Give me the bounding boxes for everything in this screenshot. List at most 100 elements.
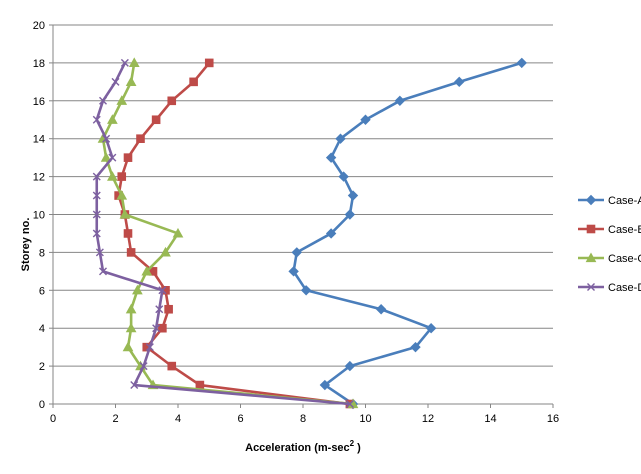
y-axis-title: Storey no. [20,218,32,272]
x-marker-stroke [95,248,104,257]
x-axis-title-main: Acceleration (m-sec [245,442,350,454]
legend-item-case-d: Case-D [578,282,641,294]
x-marker-stroke [130,381,139,390]
data-point-case-a [394,95,406,107]
x-tick-label: 16 [547,413,559,425]
x-marker-stroke [158,286,167,295]
x-tick-label: 12 [422,413,434,425]
data-point-case-d [111,77,120,86]
legend-label: Case-D [608,282,641,294]
data-point-case-d [99,96,107,105]
data-point-case-d [92,229,101,238]
x-marker-stroke [587,283,595,291]
data-point-case-d [345,400,354,408]
series-case-c [97,57,359,409]
data-point-case-c [132,284,143,295]
x-tick-label: 8 [300,413,306,425]
data-point-case-b [136,134,145,143]
x-tick-label: 2 [112,413,118,425]
data-point-case-c [125,303,137,314]
legend-marker [586,224,596,234]
data-point-case-c [119,208,131,219]
x-marker-stroke [111,77,120,86]
x-marker-stroke [155,305,164,314]
y-tick-label: 6 [39,285,45,297]
x-marker-stroke [92,115,101,124]
data-point-case-a [516,57,527,69]
data-point-case-b [164,304,173,314]
y-tick-label: 10 [33,210,45,222]
data-point-case-d [145,343,154,352]
x-marker-stroke [92,229,101,238]
data-point-case-c [116,190,128,200]
data-point-case-c [128,57,140,67]
x-axis-title: Acceleration (m-sec2 ) [245,439,361,454]
legend-marker [585,252,597,263]
legend-label: Case-B [608,224,641,236]
legend: Case-A Case-B Case-C Case-D [578,194,641,294]
y-tick-label: 4 [39,323,45,335]
axes: 0 2 4 6 8 10 12 14 16 18 20 0 2 4 6 8 10 12 14 16 Accelerati… [20,20,559,454]
data-point-case-d [139,362,148,371]
x-marker-stroke [139,362,148,371]
legend-item-case-a: Case-A [578,194,641,207]
x-marker-stroke [92,191,101,200]
data-point-case-a [325,228,337,239]
data-point-case-b [204,58,214,68]
data-point-case-d [130,381,139,390]
y-tick-label: 2 [39,361,45,373]
y-tick-label: 12 [33,172,45,184]
data-point-case-c [125,322,137,333]
series-line-case-c [101,62,354,406]
data-point-case-a [344,360,356,372]
data-point-case-a [344,209,356,220]
data-point-case-b [189,77,198,87]
data-point-case-b [195,380,205,390]
data-point-case-b [117,172,127,181]
data-point-case-c [107,114,118,124]
data-point-case-d [155,305,164,314]
data-point-case-c [160,246,171,257]
data-point-case-a [325,152,337,163]
x-tick-label: 0 [50,413,56,425]
x-tick-label: 4 [175,413,181,425]
data-point-case-d [99,267,107,276]
y-tick-label: 14 [33,134,45,146]
data-point-case-a [288,266,299,277]
x-marker-stroke [345,400,354,408]
x-marker-stroke [152,324,161,333]
data-point-case-d [158,286,167,295]
y-tick-label: 8 [39,247,45,259]
data-point-case-a [319,379,331,391]
x-tick-label: 14 [484,413,496,425]
data-point-case-d [92,191,101,200]
data-point-case-d [95,248,104,257]
data-point-case-a [410,341,421,353]
series-area [92,57,527,410]
data-point-case-a [338,171,349,182]
data-point-case-d [92,210,101,219]
x-marker-stroke [102,134,111,143]
legend-marker [585,194,597,206]
data-point-case-a [425,322,437,334]
legend-label: Case-A [608,195,641,207]
series-line-case-b [117,62,351,406]
data-point-case-c [116,95,128,105]
y-tick-label: 16 [33,96,45,108]
data-point-case-b [167,96,177,106]
data-point-case-a [335,133,346,144]
data-point-case-c [107,171,118,181]
data-point-case-a [375,304,387,315]
data-point-case-c [172,227,184,238]
x-axis-title-close: ) [354,442,361,454]
series-line-case-d [95,62,350,406]
data-point-case-b [123,229,133,238]
data-point-case-a [454,76,465,88]
data-point-case-d [108,153,117,162]
y-tick-label: 20 [33,20,45,32]
data-point-case-b [158,323,167,333]
x-marker-stroke [99,96,107,105]
data-point-case-b [126,248,136,257]
data-point-case-c [122,341,134,352]
